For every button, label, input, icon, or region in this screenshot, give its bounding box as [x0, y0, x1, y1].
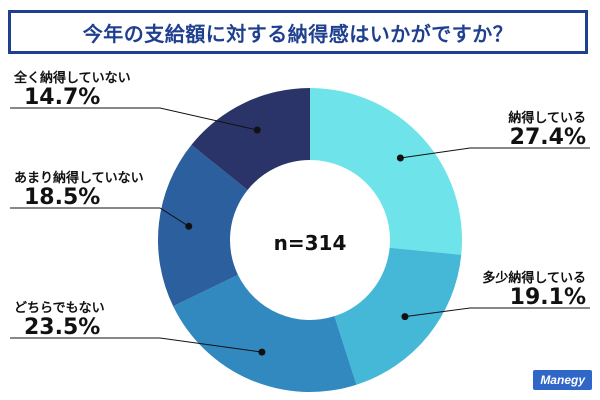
chart-title: 今年の支給額に対する納得感はいかがですか？ [82, 21, 514, 46]
slice-leader-line-1 [400, 147, 590, 159]
donut-slice-4 [158, 144, 248, 307]
slice-category-label-5: 全く納得していない [13, 70, 131, 86]
slice-category-label-3: どちらでもない [14, 301, 105, 316]
slice-category-label-1: 納得している [508, 110, 586, 126]
slice-leader-line-2 [404, 307, 590, 318]
brand-logo: Manegy [533, 370, 592, 390]
slice-leader-line-3 [10, 337, 263, 353]
slice-value-label-2: 19.1% [510, 285, 586, 310]
slice-value-label-4: 18.5% [24, 185, 100, 210]
donut-slice-2 [334, 247, 462, 385]
slice-category-label-2: 多少納得している [482, 270, 586, 286]
slice-leader-line-5 [10, 107, 258, 131]
donut-slice-3 [173, 274, 357, 392]
donut-slice-1 [310, 88, 463, 255]
center-sample-size: n=314 [274, 231, 347, 255]
slice-value-label-1: 27.4% [510, 125, 586, 150]
donut-slices [158, 88, 463, 392]
slice-leader-line-4 [10, 207, 190, 227]
donut-slice-5 [191, 88, 310, 190]
slice-value-label-5: 14.7% [24, 85, 100, 110]
slice-category-label-4: あまり納得していない [14, 170, 144, 186]
slice-value-label-3: 23.5% [24, 315, 100, 340]
chart-title-box: 今年の支給額に対する納得感はいかがですか？ [8, 10, 588, 54]
